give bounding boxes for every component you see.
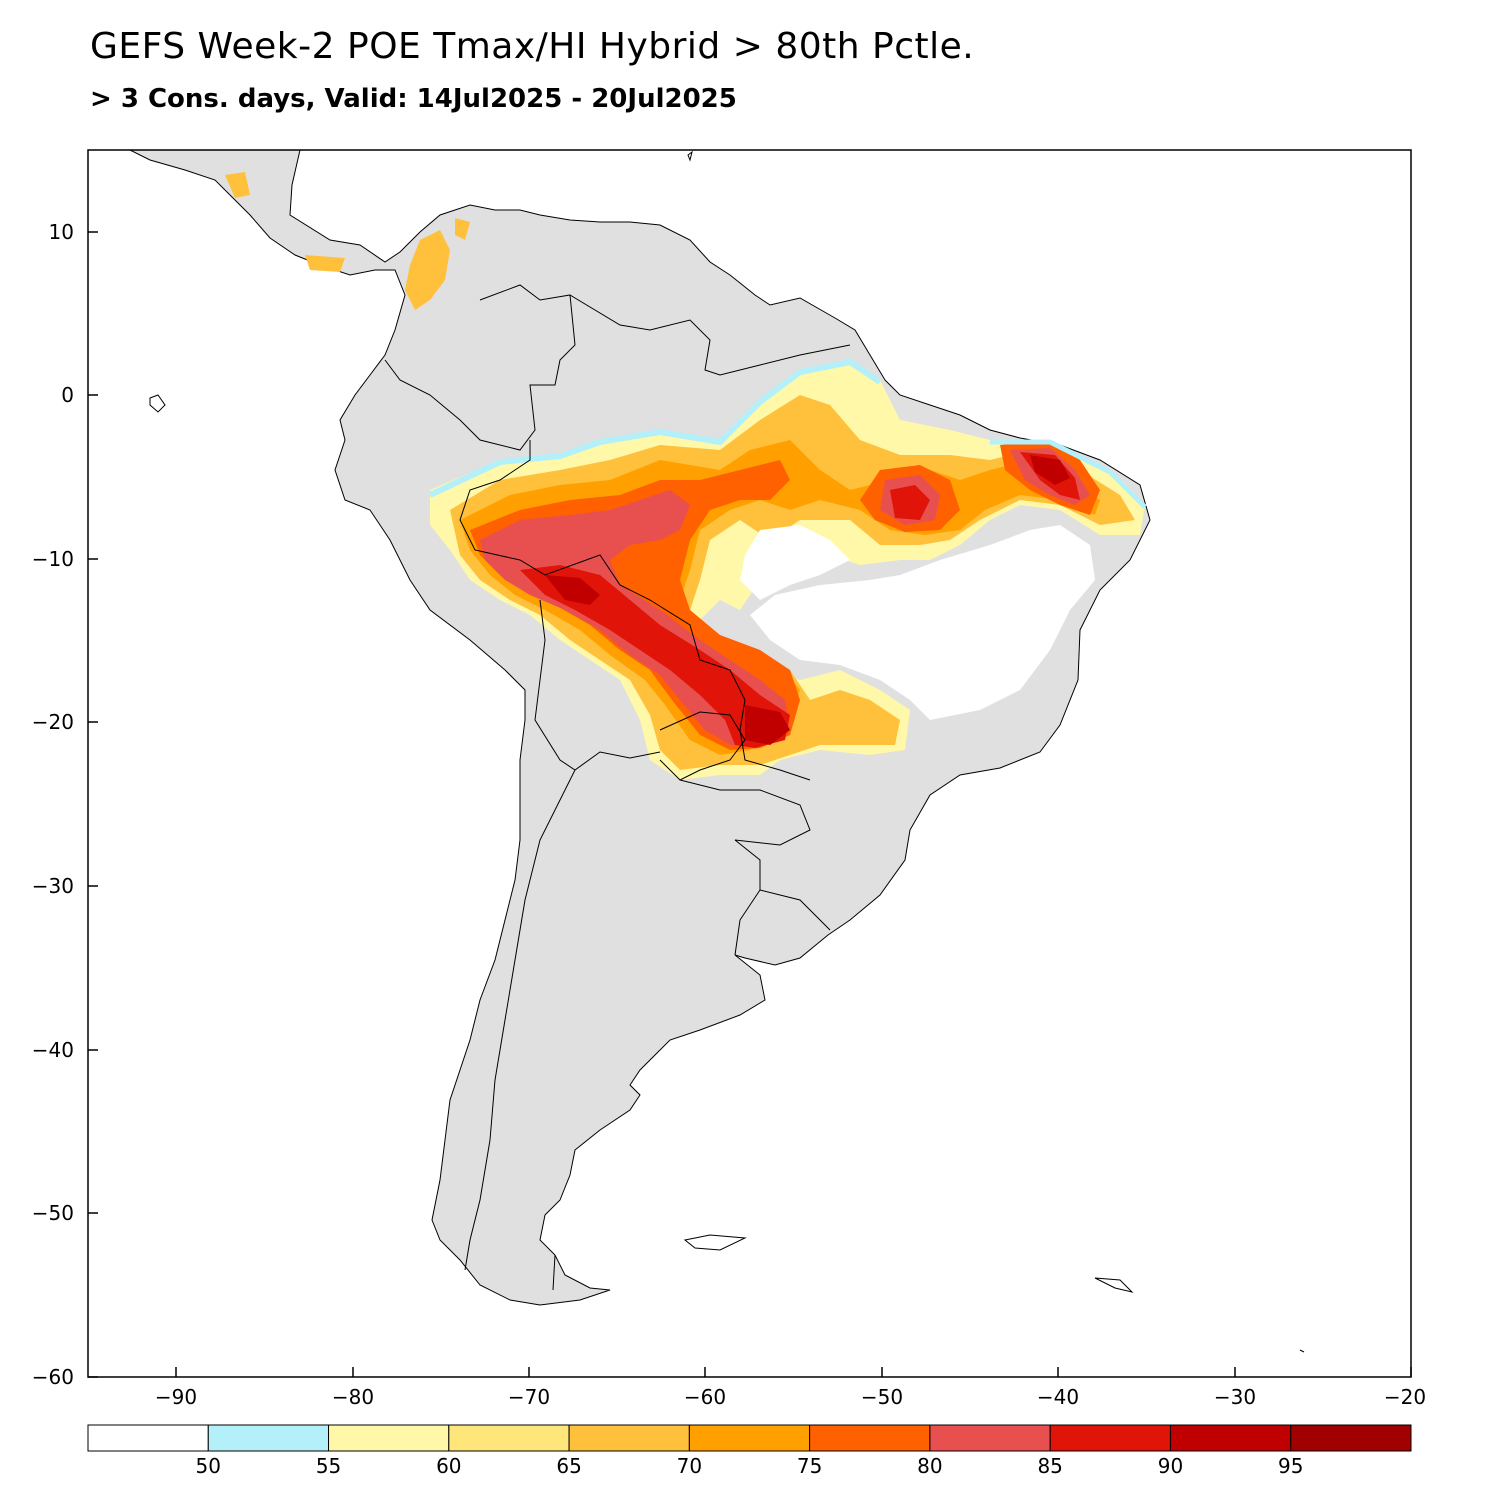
- andes-mask: [360, 255, 495, 470]
- x-tick-label: −70: [508, 1385, 550, 1409]
- y-tick-label: −10: [32, 547, 74, 571]
- legend-swatch: [1290, 1424, 1412, 1452]
- legend-label: 85: [1037, 1454, 1062, 1478]
- y-tick-label: −40: [32, 1038, 74, 1062]
- legend-boxes: [87, 1424, 1412, 1452]
- legend-label: 90: [1158, 1454, 1183, 1478]
- y-tick-label: −20: [32, 710, 74, 734]
- legend-label: 50: [196, 1454, 221, 1478]
- legend-label: 80: [917, 1454, 942, 1478]
- y-tick-label: 0: [61, 383, 74, 407]
- north-heat-spots: [225, 172, 470, 310]
- x-tick-label: −30: [1214, 1385, 1256, 1409]
- x-tick-label: −90: [155, 1385, 197, 1409]
- x-tick-label: −60: [684, 1385, 726, 1409]
- country-borders: [384, 284, 851, 1291]
- legend-label: 95: [1278, 1454, 1303, 1478]
- legend-swatch: [809, 1424, 931, 1452]
- legend-label: 55: [316, 1454, 341, 1478]
- prob-below-50-region: [740, 525, 1095, 720]
- legend-swatch: [929, 1424, 1051, 1452]
- legend-label: 70: [677, 1454, 702, 1478]
- prob-80-region: [480, 448, 1090, 745]
- x-tick-label: −20: [1384, 1385, 1426, 1409]
- map-plot-area: [88, 150, 1411, 1377]
- legend-swatch: [568, 1424, 690, 1452]
- x-tick-label: −40: [1037, 1385, 1079, 1409]
- legend-label: 60: [436, 1454, 461, 1478]
- legend-swatch: [328, 1424, 450, 1452]
- y-tick-label: −60: [32, 1365, 74, 1389]
- islands: [149, 150, 1305, 1353]
- x-tick-label: −50: [861, 1385, 903, 1409]
- legend-swatch: [207, 1424, 330, 1452]
- legend-labels: 50 55 60 65 70 75 80 85 90 95: [196, 1454, 1304, 1478]
- plot-frame: [87, 149, 1412, 1378]
- legend-swatch: [448, 1424, 570, 1452]
- y-tick-label: 10: [49, 220, 74, 244]
- y-axis: 10 0 −10 −20 −30 −40 −50 −60: [32, 220, 98, 1389]
- y-tick-label: −30: [32, 874, 74, 898]
- x-tick-label: −80: [332, 1385, 374, 1409]
- legend-swatch: [688, 1424, 811, 1452]
- prob-55-fringe-east: [990, 439, 1147, 509]
- legend-swatch: [1049, 1424, 1171, 1452]
- legend-swatch: [1169, 1424, 1292, 1452]
- y-tick-label: −50: [32, 1201, 74, 1225]
- x-axis: −90 −80 −70 −60 −50 −40 −30 −20: [155, 1367, 1426, 1409]
- legend-label: 65: [556, 1454, 581, 1478]
- legend-swatch: [87, 1424, 209, 1452]
- map-subtitle: > 3 Cons. days, Valid: 14Jul2025 - 20Jul…: [90, 84, 737, 114]
- map-title: GEFS Week-2 POE Tmax/HI Hybrid > 80th Pc…: [90, 26, 975, 67]
- color-legend: 50 55 60 65 70 75 80 85 90 95: [87, 1424, 1412, 1478]
- legend-label: 75: [797, 1454, 822, 1478]
